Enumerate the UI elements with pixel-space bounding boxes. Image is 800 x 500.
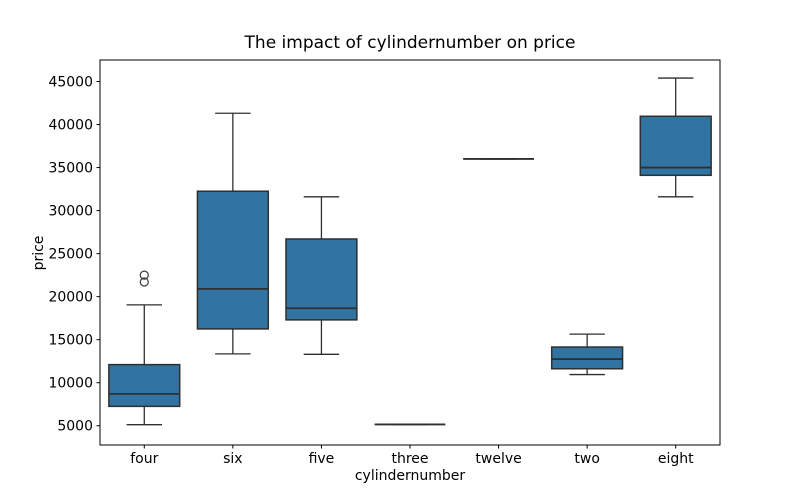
y-tick-label: 10000 — [48, 376, 93, 392]
x-tick-label: five — [309, 451, 335, 467]
x-tick-label: eight — [658, 451, 694, 467]
x-tick-label: two — [574, 451, 600, 467]
y-tick-label: 15000 — [48, 333, 93, 349]
box-eight — [639, 77, 712, 198]
x-tick-label: six — [223, 451, 242, 467]
y-tick-label: 40000 — [48, 118, 93, 134]
iqr-box — [196, 190, 270, 330]
box-five — [285, 196, 358, 355]
box-six — [196, 112, 270, 355]
y-tick-label: 25000 — [48, 247, 93, 263]
axes-spines — [99, 59, 721, 446]
box-four — [108, 270, 181, 426]
iqr-box — [285, 238, 358, 321]
y-tick-label: 5000 — [57, 419, 93, 435]
y-tick-label: 35000 — [48, 161, 93, 177]
iqr-box — [639, 115, 712, 177]
x-axis-label: cylindernumber — [354, 468, 466, 484]
chart-title: The impact of cylindernumber on price — [244, 33, 576, 53]
x-tick-label: three — [391, 451, 428, 467]
x-tick-label: four — [130, 451, 158, 467]
y-tick-label: 30000 — [48, 204, 93, 220]
y-tick-label: 45000 — [48, 75, 93, 91]
box-two — [550, 333, 624, 376]
outlier-marker — [139, 270, 149, 280]
x-tick-label: twelve — [475, 451, 521, 467]
y-tick-label: 20000 — [48, 290, 93, 306]
iqr-box — [108, 363, 181, 408]
iqr-box — [550, 346, 624, 370]
outlier-marker — [139, 277, 149, 287]
